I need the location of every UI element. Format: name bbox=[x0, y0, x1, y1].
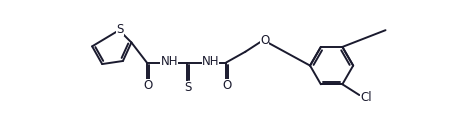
Text: Cl: Cl bbox=[361, 91, 372, 104]
Text: O: O bbox=[222, 79, 232, 92]
Text: O: O bbox=[143, 79, 152, 92]
Text: NH: NH bbox=[160, 55, 178, 68]
Text: NH: NH bbox=[202, 55, 219, 68]
Text: O: O bbox=[260, 34, 269, 47]
Text: S: S bbox=[116, 23, 123, 36]
Text: S: S bbox=[184, 81, 191, 94]
